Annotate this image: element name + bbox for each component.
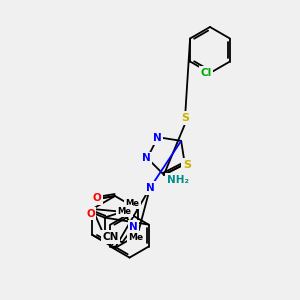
- Text: Me: Me: [128, 232, 143, 242]
- Text: Me: Me: [118, 206, 131, 215]
- Text: O: O: [86, 208, 95, 219]
- Text: CN: CN: [102, 232, 119, 242]
- Text: Me: Me: [125, 199, 140, 208]
- Text: N: N: [142, 153, 151, 163]
- Text: Cl: Cl: [200, 68, 211, 78]
- Text: N: N: [146, 183, 154, 193]
- Text: S: S: [181, 113, 189, 123]
- Text: S: S: [183, 160, 191, 170]
- Text: N: N: [152, 133, 161, 143]
- Text: N: N: [129, 222, 138, 232]
- Text: O: O: [93, 193, 101, 203]
- Text: NH₂: NH₂: [167, 175, 189, 185]
